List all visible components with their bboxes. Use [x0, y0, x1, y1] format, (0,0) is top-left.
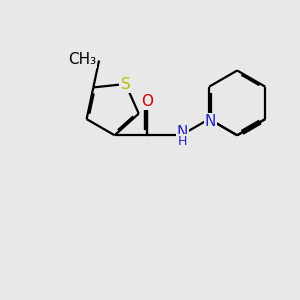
Text: O: O	[141, 94, 153, 109]
Text: H: H	[178, 135, 187, 148]
Text: CH₃: CH₃	[68, 52, 96, 67]
Text: N: N	[205, 114, 216, 129]
Text: N: N	[177, 125, 188, 140]
Text: S: S	[121, 76, 130, 92]
